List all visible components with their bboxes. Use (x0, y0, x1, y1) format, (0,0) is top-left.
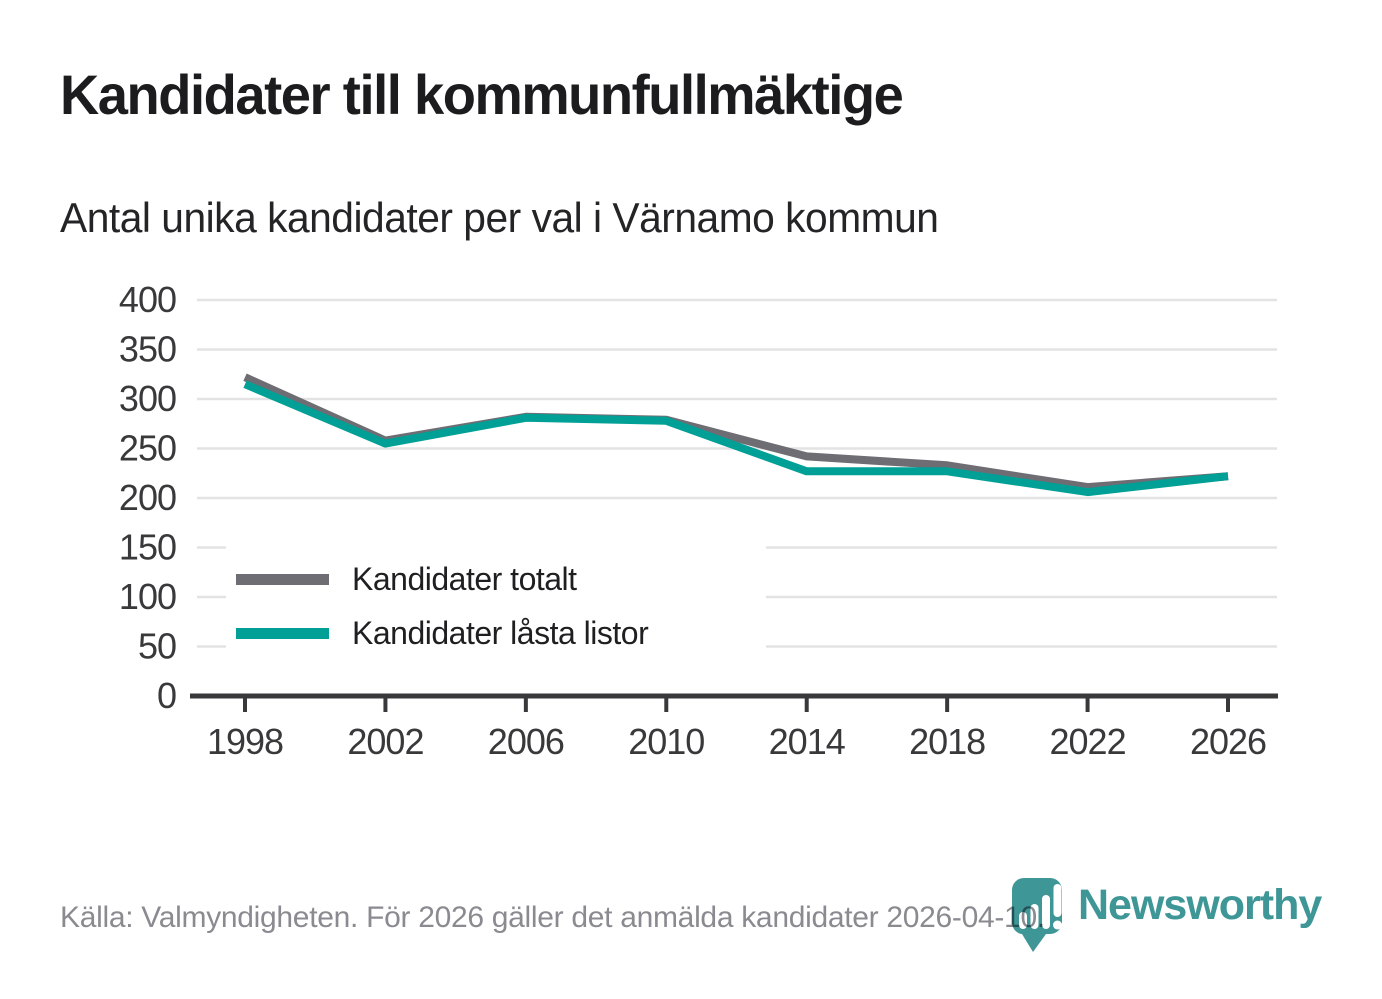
bar-short (1019, 912, 1027, 929)
x-tick-label-2026: 2026 (1190, 721, 1266, 762)
source-note: Källa: Valmyndigheten. För 2026 gäller d… (60, 901, 1045, 934)
legend-label-lasta-listor: Kandidater låsta listor (352, 614, 649, 651)
x-tick-label-2002: 2002 (347, 721, 423, 762)
exclamation-bar (1053, 884, 1062, 917)
y-tick-label-150: 150 (119, 527, 176, 568)
x-tick-label-2006: 2006 (488, 721, 564, 762)
chart-subtitle: Antal unika kandidater per val i Värnamo… (60, 194, 939, 241)
bar-tall (1042, 895, 1050, 929)
page-title: Kandidater till kommunfullmäktige (60, 63, 904, 126)
legend-swatch-totalt (236, 573, 329, 585)
legend-swatch-lasta-listor (236, 627, 329, 639)
legend-label-totalt: Kandidater totalt (352, 560, 577, 597)
x-tick-label-2010: 2010 (628, 721, 704, 762)
chart-legend: Kandidater totalt Kandidater låsta listo… (226, 546, 766, 670)
series-line-totalt (243, 373, 1229, 492)
x-tick-label-2014: 2014 (769, 721, 845, 762)
x-tick-label-1998: 1998 (207, 721, 283, 762)
y-tick-label-50: 50 (138, 626, 176, 667)
x-tick-label-2018: 2018 (909, 721, 985, 762)
x-tick-label-2022: 2022 (1050, 721, 1126, 762)
y-tick-label-350: 350 (119, 329, 176, 370)
bar-medium (1030, 904, 1039, 929)
y-tick-label-300: 300 (119, 378, 176, 419)
newsworthy-logo: Newsworthy (1008, 874, 1328, 964)
exclamation-dot (1053, 920, 1062, 930)
newsworthy-pin-icon (1011, 878, 1062, 952)
y-tick-label-0: 0 (157, 675, 176, 716)
y-tick-label-250: 250 (119, 428, 176, 469)
newsworthy-wordmark: Newsworthy (1078, 881, 1322, 929)
series-line-lasta-listor (243, 380, 1229, 497)
y-tick-label-400: 400 (119, 279, 176, 320)
legend-item-lasta-listor: Kandidater låsta listor (236, 606, 766, 660)
y-tick-label-100: 100 (119, 576, 176, 617)
y-tick-label-200: 200 (119, 477, 176, 518)
legend-item-totalt: Kandidater totalt (236, 552, 766, 606)
